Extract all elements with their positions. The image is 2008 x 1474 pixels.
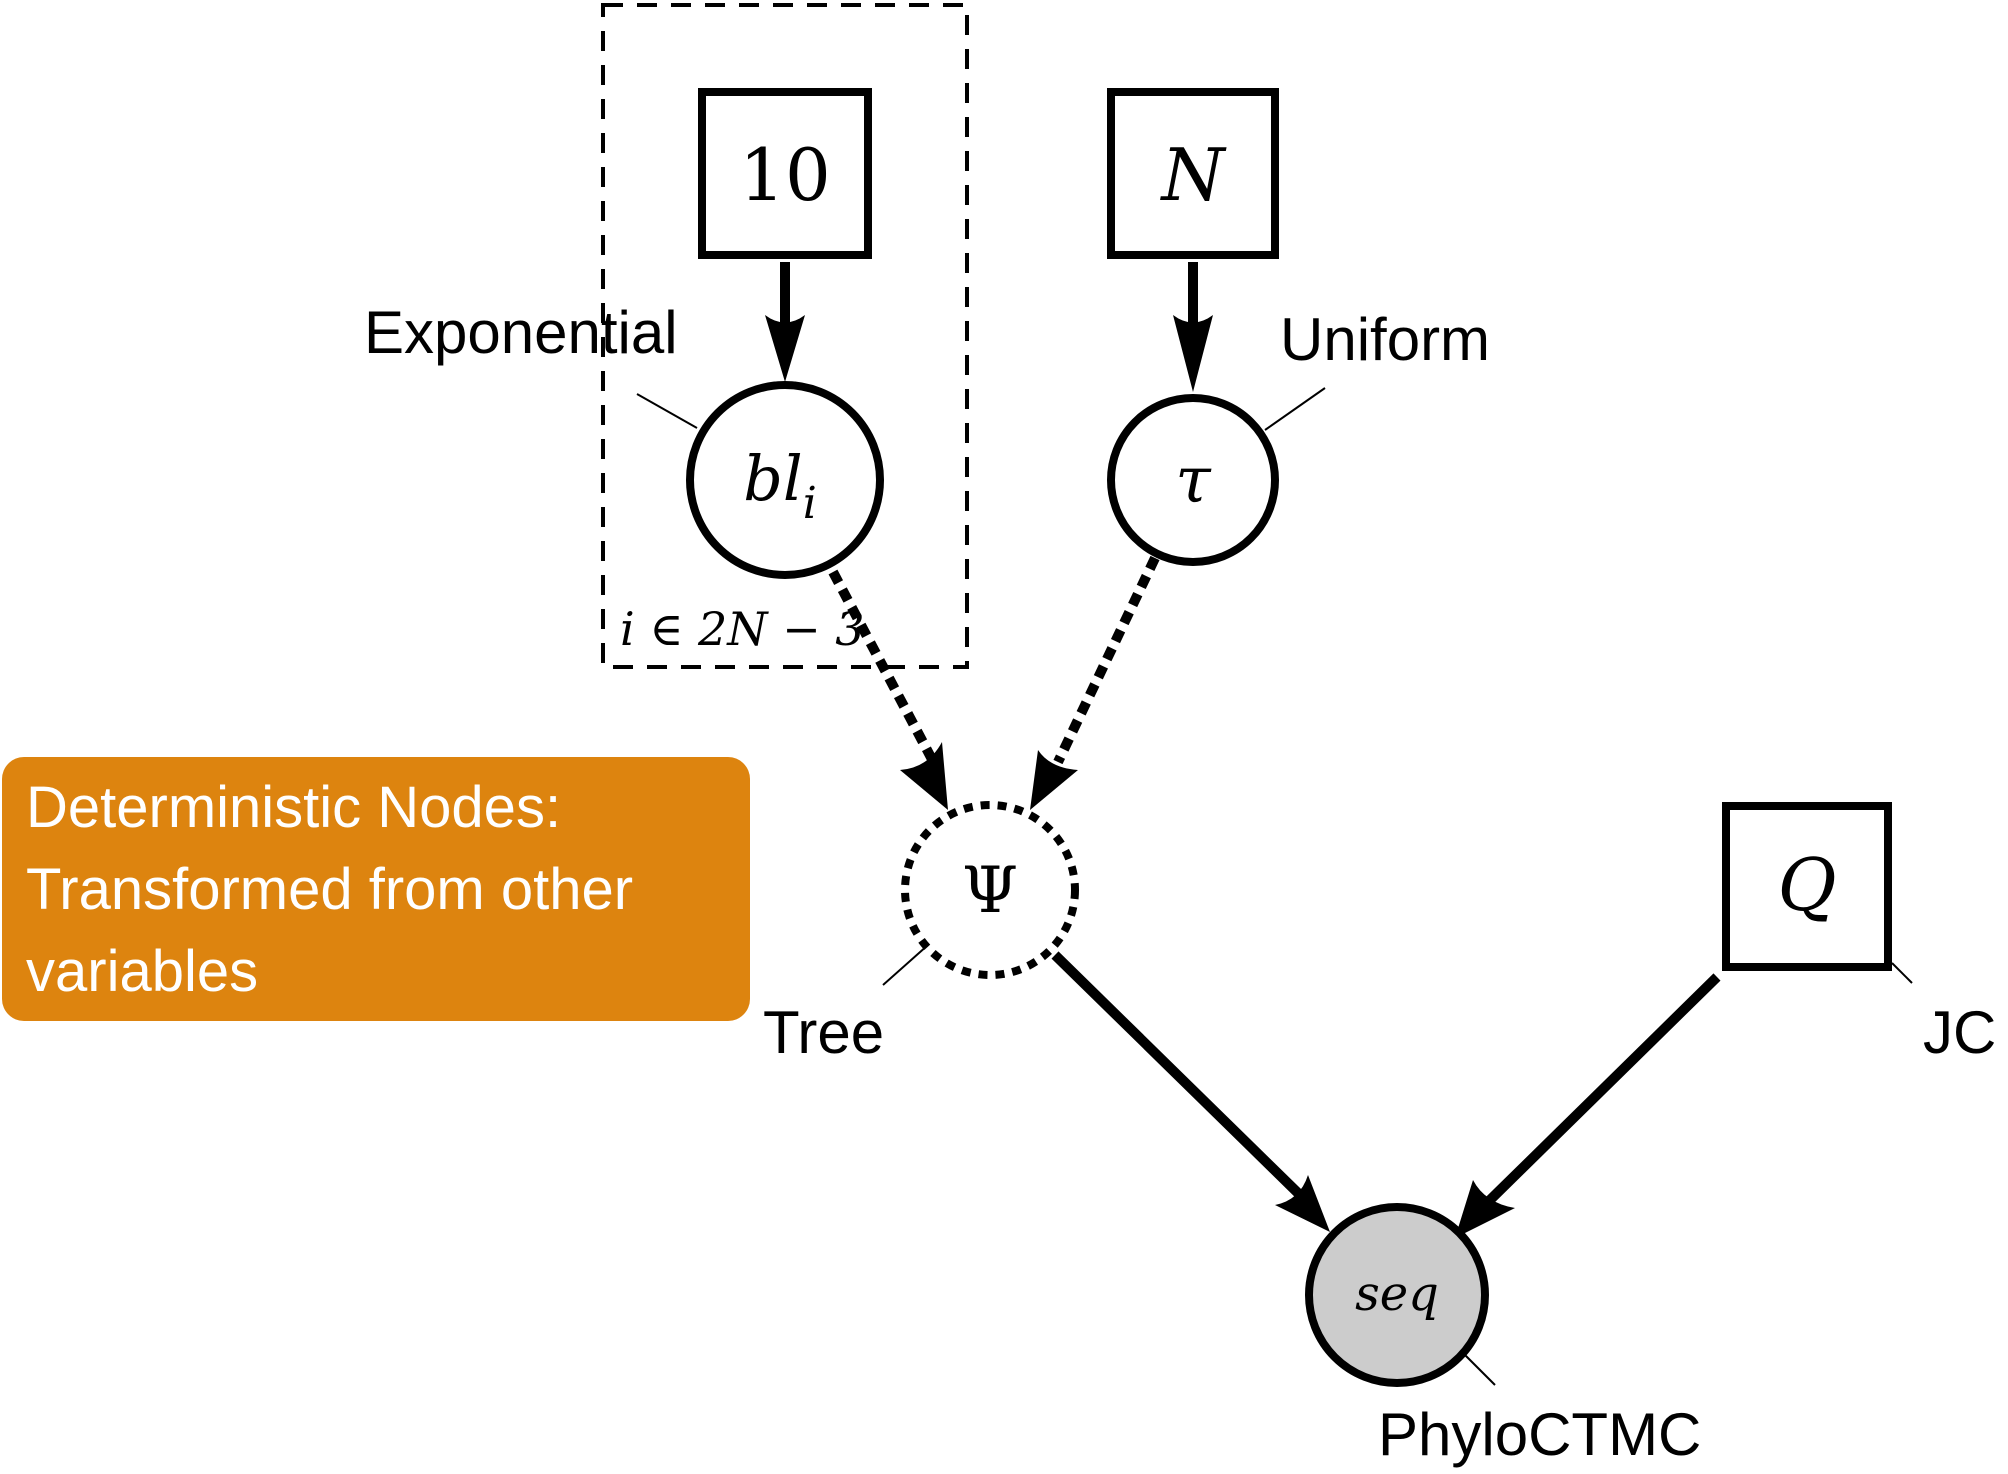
- deterministic-nodes-callout: Deterministic Nodes: Transformed from ot…: [2, 757, 750, 1021]
- edge-N-to-tau-arrowhead: [1173, 315, 1213, 392]
- node-constant-10: [698, 88, 872, 259]
- edge-10-to-bl-arrowhead: [765, 315, 805, 382]
- edge-bl-to-psi: [828, 569, 940, 768]
- callout-line-2: Transformed from other: [26, 857, 634, 922]
- leader-tree: [882, 944, 929, 986]
- node-constant-Q-label: Q: [1777, 843, 1836, 927]
- node-tau: [1107, 394, 1279, 566]
- node-constant-N: [1107, 88, 1279, 259]
- node-psi-label: Ψ: [962, 854, 1018, 928]
- node-constant-10-label: 10: [739, 133, 831, 217]
- node-constant-N-label: N: [1160, 133, 1228, 217]
- edge-psi-to-seq-arrowhead: [1275, 1175, 1330, 1232]
- leader-uniform: [1264, 387, 1326, 431]
- annotation-exponential: Exponential: [364, 299, 678, 366]
- annotation-phyloctmc: PhyloCTMC: [1378, 1401, 1701, 1468]
- node-bl: [686, 381, 884, 579]
- node-seq: [1305, 1203, 1489, 1387]
- annotation-uniform: Uniform: [1280, 306, 1490, 373]
- node-seq-label: seq: [1355, 1266, 1439, 1322]
- node-constant-Q: [1722, 802, 1892, 971]
- plate-box: [601, 3, 969, 669]
- leader-exponential: [636, 393, 698, 429]
- edge-Q-to-seq: [1486, 973, 1721, 1204]
- annotation-jc: JC: [1923, 999, 1996, 1066]
- annotation-tree: Tree: [763, 999, 884, 1066]
- edge-bl-to-psi-arrowhead: [900, 742, 948, 810]
- node-tau-label: τ: [1175, 444, 1212, 518]
- edge-Q-to-seq-arrowhead: [1455, 1180, 1515, 1238]
- edge-tau-to-psi: [1053, 555, 1160, 765]
- node-bl-subscript: i: [803, 478, 817, 529]
- node-bl-label: bli: [743, 442, 817, 529]
- plate-label: i ∈ 2N − 3: [620, 602, 865, 656]
- leader-phyloctmc: [1464, 1354, 1496, 1386]
- callout-line-3: variables: [26, 939, 259, 1004]
- node-psi: [901, 801, 1079, 979]
- callout-line-1: Deterministic Nodes:: [26, 775, 562, 840]
- edge-psi-to-seq: [1051, 951, 1304, 1199]
- leader-jc: [1891, 962, 1913, 984]
- edge-tau-to-psi-arrowhead: [1030, 750, 1078, 810]
